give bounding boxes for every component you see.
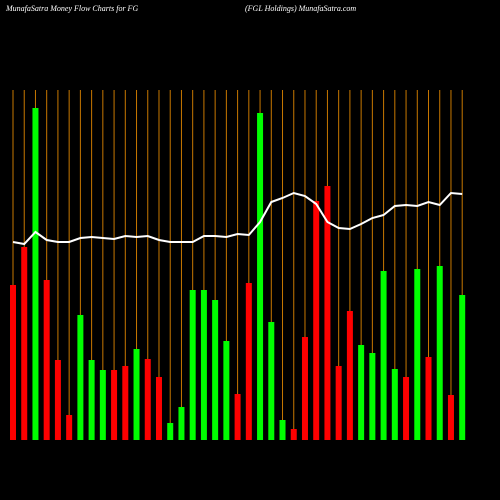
money-flow-line [12,191,463,246]
bar [178,407,185,440]
bar [167,423,174,440]
bar [99,370,106,440]
bar [268,322,275,440]
bar [425,357,432,440]
bar [200,290,207,440]
bar [245,283,252,440]
bar [257,113,264,440]
bar [403,377,410,440]
bar [32,108,39,440]
bar [10,285,16,440]
bar [122,366,129,440]
bar [223,341,230,440]
bar [358,345,365,440]
bar [459,295,466,440]
bar [290,429,297,440]
bar [324,186,331,440]
bar [111,370,118,440]
bar [447,395,454,440]
bar [77,315,84,440]
bar [189,290,196,440]
chart-subtitle: (FGL Holdings) MunafaSatra.com [245,4,356,13]
bar [301,337,308,440]
bar [155,377,162,440]
bar [21,247,28,440]
bar [133,349,140,440]
bar [88,360,95,440]
bar [279,420,286,440]
bar [335,366,342,440]
bar [436,266,443,440]
bar [313,201,320,440]
chart-title: MunafaSatra Money Flow Charts for FG [5,4,138,13]
bar [391,369,398,440]
bar [369,353,376,440]
bar [54,360,61,440]
bar [346,311,353,440]
bar [234,394,241,440]
bar [380,271,387,440]
bar [43,280,50,440]
bar [144,359,151,440]
bar [212,300,219,440]
bar [66,415,73,440]
bar [414,269,421,440]
